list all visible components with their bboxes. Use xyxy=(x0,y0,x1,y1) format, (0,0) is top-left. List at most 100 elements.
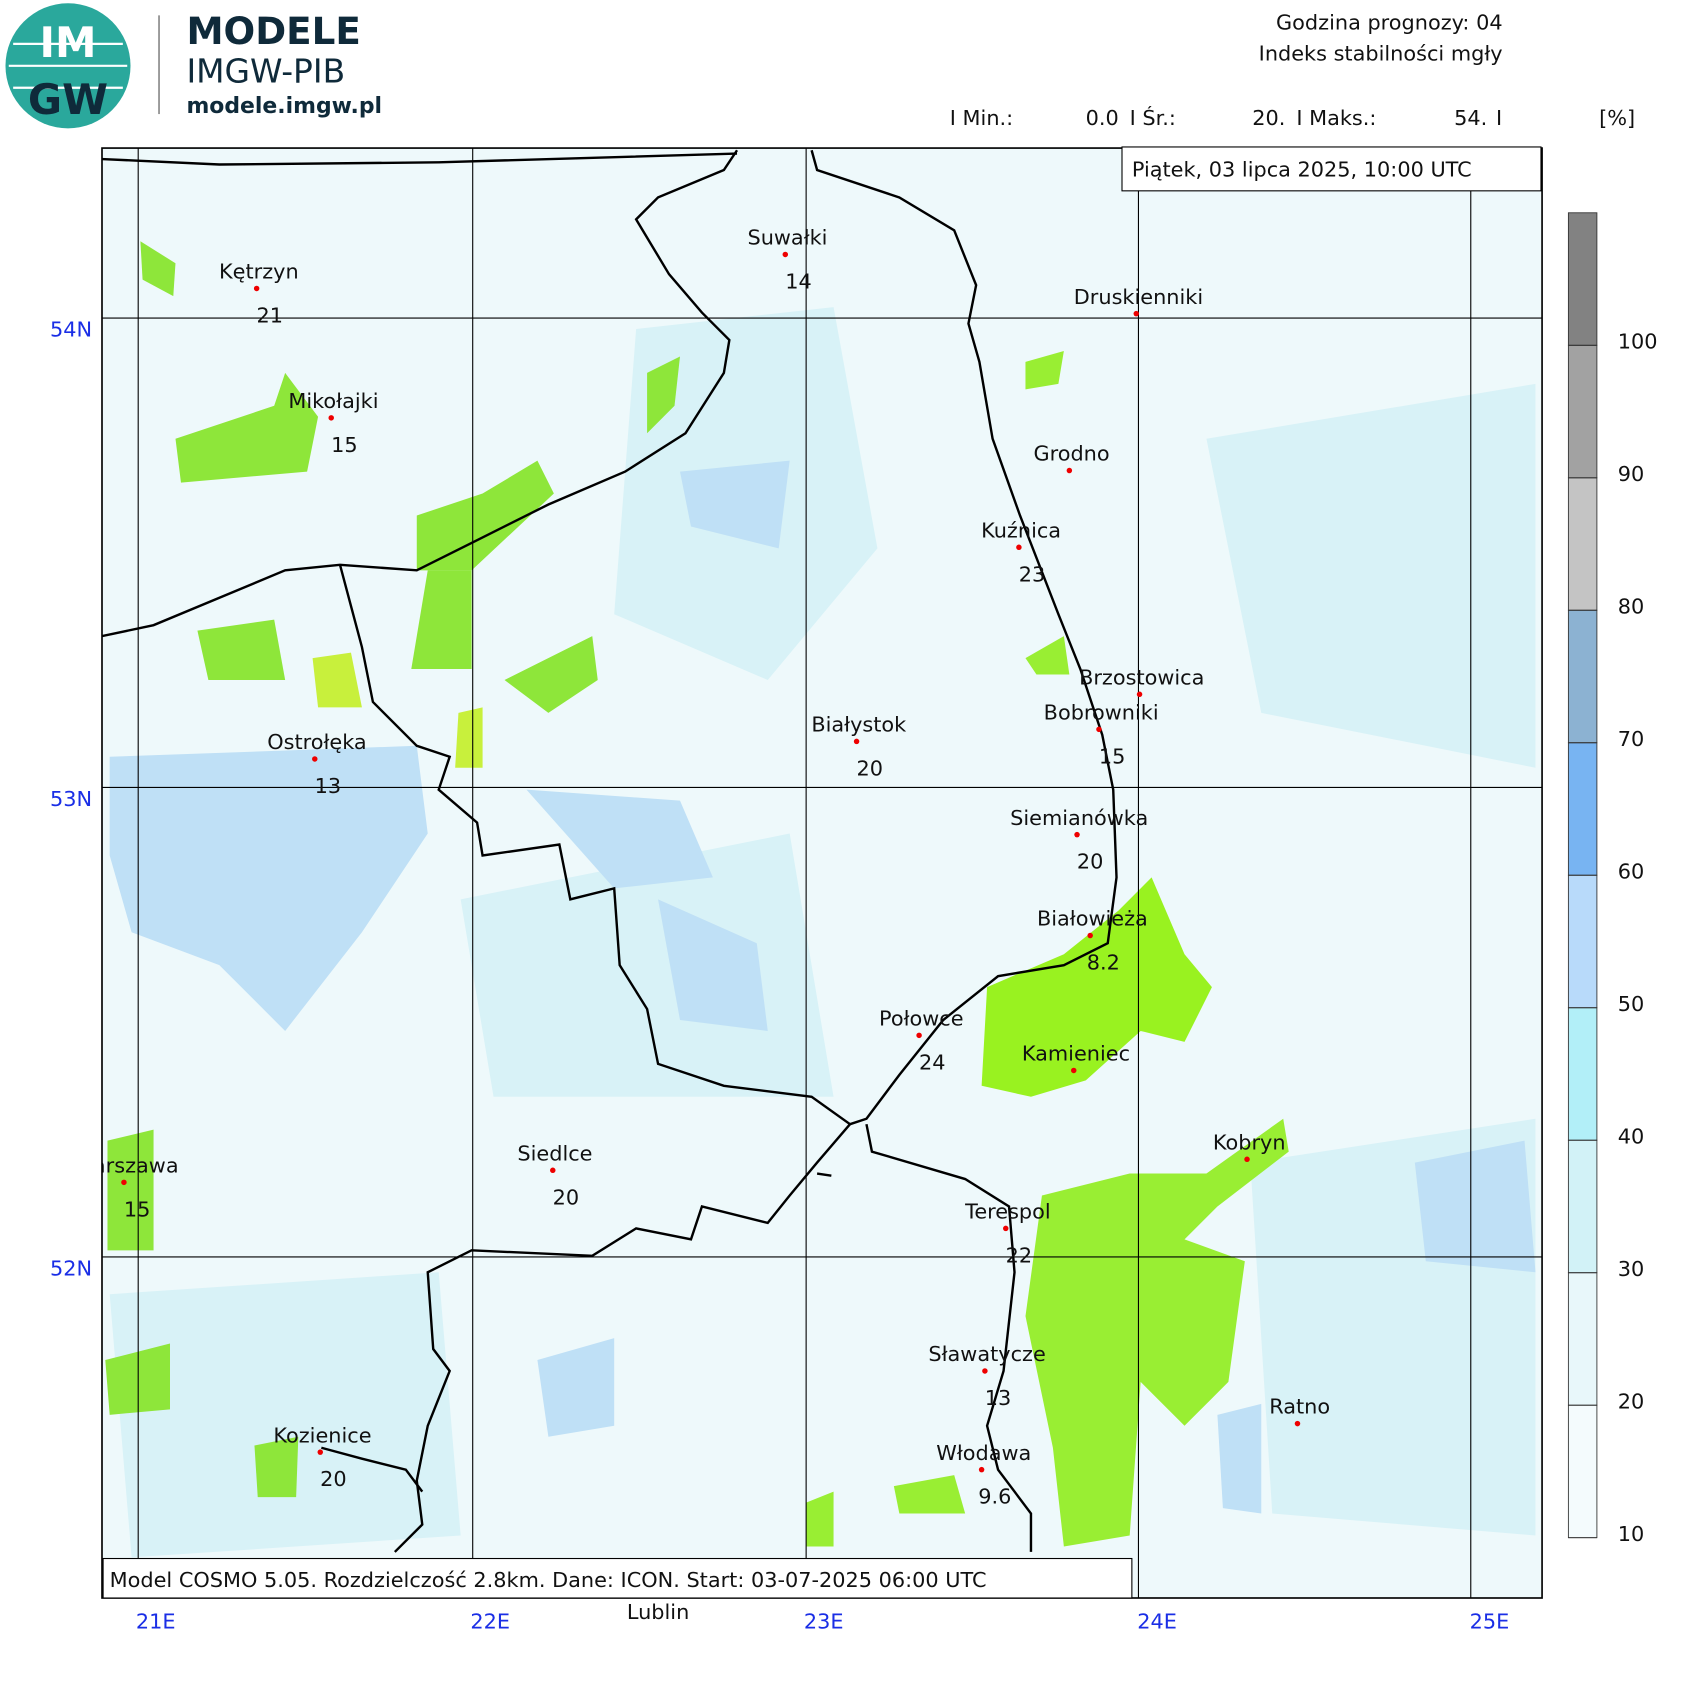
logo: IM GW xyxy=(5,3,131,129)
stat-label: I Maks.: xyxy=(1296,106,1376,130)
city-value: 15 xyxy=(331,433,358,457)
colorbar-tick-label: 20 xyxy=(1618,1389,1645,1413)
forecast-hour: Godzina prognozy: 04 xyxy=(1276,11,1503,35)
city-marker xyxy=(916,1032,922,1039)
city-name: Terespol xyxy=(964,1200,1051,1224)
city-value: 20 xyxy=(553,1185,580,1209)
city-marker xyxy=(1244,1156,1250,1163)
city-name: Białystok xyxy=(811,713,906,737)
city-marker xyxy=(312,756,318,762)
colorbar-segment xyxy=(1567,344,1598,479)
city-value: 20 xyxy=(856,756,883,780)
city-name: Bobrowniki xyxy=(1044,700,1159,724)
city-name: Kozienice xyxy=(273,1423,371,1447)
latitude-label: 54N xyxy=(50,318,92,342)
longitude-label: 21E xyxy=(136,1610,176,1634)
city-name: Siedlce xyxy=(517,1141,592,1165)
date: Piątek, 03 lipca 2025, 10:00 UTC xyxy=(1132,158,1472,182)
city-marker xyxy=(982,1368,988,1374)
city-name: Kobryn xyxy=(1213,1130,1286,1154)
colorbar-segment xyxy=(1567,874,1598,1009)
city-value: 22 xyxy=(1006,1243,1033,1267)
institute: IMGW-PIB xyxy=(186,51,345,90)
colorbar-tick-label: 90 xyxy=(1618,462,1645,486)
colorbar-tick-label: 60 xyxy=(1618,860,1645,884)
city-marker xyxy=(328,415,334,421)
stat-label: I xyxy=(1496,106,1502,130)
field-name: Indeks stabilności mgły xyxy=(1259,41,1503,65)
latitude-label: 53N xyxy=(50,787,92,811)
city-value: 23 xyxy=(1019,562,1046,586)
city-marker xyxy=(317,1449,323,1455)
city-marker xyxy=(782,251,789,258)
city-name: Ratno xyxy=(1269,1395,1330,1419)
city-marker xyxy=(253,285,260,292)
city-marker xyxy=(1294,1420,1301,1427)
city-marker xyxy=(121,1179,127,1186)
stat-value: 0.0 xyxy=(1086,106,1119,130)
url: modele.imgw.pl xyxy=(186,94,382,119)
colorbar-segment xyxy=(1567,742,1598,876)
colorbar-segment xyxy=(1567,1139,1598,1274)
brand: MODELE xyxy=(186,9,360,53)
city-marker xyxy=(1016,544,1022,551)
city-value: 24 xyxy=(919,1050,946,1074)
city-name: Suwałki xyxy=(747,226,827,250)
city-name: Druskienniki xyxy=(1074,285,1203,309)
colorbar-segment xyxy=(1567,212,1598,346)
city-value: 14 xyxy=(785,269,812,293)
city-value: 20 xyxy=(1077,850,1104,874)
city-value: 13 xyxy=(315,774,342,798)
colorbar-segment xyxy=(1567,1272,1598,1406)
stat-value: 54. xyxy=(1454,106,1487,130)
city-name: Białowieża xyxy=(1037,907,1148,931)
city-name: Grodno xyxy=(1033,442,1109,466)
city-name: Kuźnica xyxy=(981,518,1061,542)
colorbar-tick-label: 30 xyxy=(1618,1257,1645,1281)
colorbar-segment xyxy=(1567,609,1598,744)
colorbar-tick-label: 70 xyxy=(1618,727,1645,751)
colorbar-tick-label: 40 xyxy=(1618,1124,1645,1148)
colorbar-tick-label: 80 xyxy=(1618,595,1645,619)
city-name: Połowce xyxy=(879,1006,964,1030)
city-marker xyxy=(978,1466,985,1473)
city-marker xyxy=(1087,932,1093,939)
colorbar-tick-label: 50 xyxy=(1618,992,1645,1016)
colorbar-segment xyxy=(1567,1007,1598,1141)
longitude-label: 22E xyxy=(470,1610,510,1634)
city-name: Sławatycze xyxy=(928,1342,1045,1366)
city-name: Warszawa xyxy=(74,1153,179,1177)
city-marker xyxy=(550,1167,556,1173)
city-marker xyxy=(1066,467,1073,474)
city-marker xyxy=(1071,1067,1077,1074)
city-value: 9.6 xyxy=(978,1485,1011,1509)
city-name: Ostrołęka xyxy=(267,730,366,754)
longitude-label: 24E xyxy=(1137,1610,1177,1634)
colorbar-segment xyxy=(1567,477,1598,611)
city-value: 8.2 xyxy=(1087,951,1120,975)
unit: [%] xyxy=(1599,106,1635,130)
city-marker xyxy=(1136,691,1143,697)
colorbar-tick-label: 10 xyxy=(1618,1522,1645,1546)
city-value: 21 xyxy=(257,303,284,327)
city-value: 15 xyxy=(1099,744,1126,768)
city-name: Włodawa xyxy=(936,1441,1031,1465)
city-marker xyxy=(1096,726,1102,733)
city-marker xyxy=(1133,310,1139,317)
city-marker xyxy=(1003,1225,1009,1232)
city-marker xyxy=(1074,831,1080,838)
logo-text: IM xyxy=(40,18,97,67)
city-name: Siemianówka xyxy=(1010,806,1148,830)
outside-label: Lublin xyxy=(627,1600,689,1624)
logo-text: GW xyxy=(28,75,108,124)
stat-value: 20. xyxy=(1252,106,1285,130)
stat-label: I Śr.: xyxy=(1130,105,1176,130)
city-value: 20 xyxy=(320,1467,347,1491)
footer: Model COSMO 5.05. Rozdzielczość 2.8km. D… xyxy=(110,1568,987,1592)
longitude-label: 25E xyxy=(1470,1610,1510,1634)
stat-label: I Min.: xyxy=(950,106,1013,130)
longitude-label: 23E xyxy=(804,1610,844,1634)
city-name: Brzostowica xyxy=(1079,665,1204,689)
colorbar-tick-label: 100 xyxy=(1618,330,1658,354)
